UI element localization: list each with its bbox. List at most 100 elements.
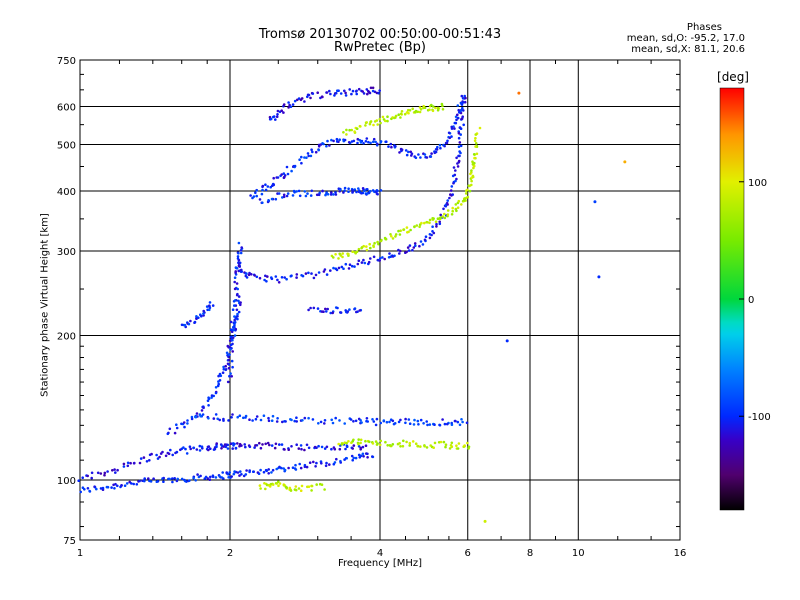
data-point: [378, 257, 382, 260]
data-point: [264, 487, 267, 491]
data-point: [135, 483, 139, 486]
data-point: [229, 343, 233, 347]
data-point: [457, 108, 461, 112]
data-point: [460, 117, 464, 121]
data-point: [439, 216, 442, 219]
data-point: [210, 394, 214, 397]
data-point: [195, 448, 199, 451]
data-point: [391, 443, 395, 446]
data-point: [397, 229, 400, 233]
data-point: [189, 319, 192, 323]
data-point: [360, 421, 363, 424]
data-point: [391, 237, 395, 240]
data-point: [287, 448, 291, 452]
data-point: [353, 188, 357, 191]
data-point: [359, 441, 362, 445]
data-point: [179, 448, 182, 452]
data-point: [277, 281, 281, 284]
data-point: [272, 176, 276, 180]
colorbar-tick-label: 0: [748, 295, 754, 306]
data-point: [113, 468, 116, 471]
data-point: [341, 255, 344, 259]
data-point: [348, 308, 351, 311]
data-point: [402, 228, 406, 231]
data-point: [357, 442, 360, 446]
data-point: [304, 272, 308, 275]
data-point: [439, 440, 443, 444]
data-point: [79, 490, 82, 494]
data-point: [363, 261, 367, 265]
data-point: [322, 142, 325, 146]
data-point: [360, 246, 363, 250]
data-point: [208, 304, 211, 308]
data-point: [355, 127, 359, 130]
data-point: [347, 141, 351, 144]
data-point: [182, 421, 186, 424]
data-point: [171, 480, 174, 484]
data-point: [350, 128, 354, 132]
data-point: [444, 141, 448, 145]
data-point: [441, 418, 444, 421]
data-point: [138, 461, 142, 465]
data-point: [343, 422, 347, 425]
data-point: [219, 374, 223, 378]
data-point: [186, 419, 189, 422]
data-point: [352, 456, 356, 460]
data-point: [267, 472, 271, 475]
data-point: [208, 308, 211, 312]
data-point: [233, 315, 236, 318]
data-point: [383, 257, 387, 261]
data-point: [310, 189, 314, 193]
data-point: [307, 485, 311, 489]
data-point: [90, 476, 93, 480]
data-point: [190, 417, 194, 421]
data-point: [228, 339, 232, 343]
data-point: [384, 440, 387, 444]
data-point: [323, 422, 326, 425]
data-point: [138, 479, 141, 483]
data-point: [265, 469, 269, 473]
data-point: [239, 251, 243, 255]
data-point: [106, 470, 109, 473]
data-point: [413, 418, 416, 422]
data-point: [423, 238, 427, 242]
data-point: [280, 173, 284, 176]
x-tick-label: 2: [227, 548, 233, 559]
data-point: [399, 229, 402, 232]
data-point: [270, 197, 274, 201]
data-point: [220, 476, 224, 479]
x-tick-label: 1: [77, 548, 83, 559]
data-point: [236, 312, 239, 316]
data-point: [266, 185, 270, 188]
data-point: [371, 418, 374, 421]
data-point: [460, 203, 463, 206]
data-point: [200, 445, 204, 449]
data-point: [293, 419, 297, 423]
data-point: [365, 121, 369, 124]
data-point: [238, 414, 242, 418]
data-point: [455, 118, 458, 122]
data-point: [386, 115, 389, 118]
data-point: [173, 431, 177, 435]
data-point: [456, 113, 459, 117]
data-point: [132, 482, 135, 486]
data-point: [227, 353, 231, 357]
data-point: [270, 444, 274, 447]
data-point: [209, 447, 212, 451]
data-point: [266, 441, 270, 445]
data-point: [424, 235, 428, 238]
data-point: [287, 466, 290, 470]
data-point: [369, 120, 373, 123]
data-point: [290, 445, 293, 448]
data-point: [315, 446, 318, 450]
data-point: [304, 194, 308, 198]
data-point: [420, 221, 423, 225]
data-point: [343, 189, 346, 193]
data-point: [463, 197, 467, 200]
data-point: [110, 486, 113, 489]
data-point: [344, 94, 348, 97]
data-point: [458, 126, 462, 129]
data-point: [123, 484, 127, 488]
data-point: [326, 193, 330, 196]
data-point: [355, 89, 358, 93]
